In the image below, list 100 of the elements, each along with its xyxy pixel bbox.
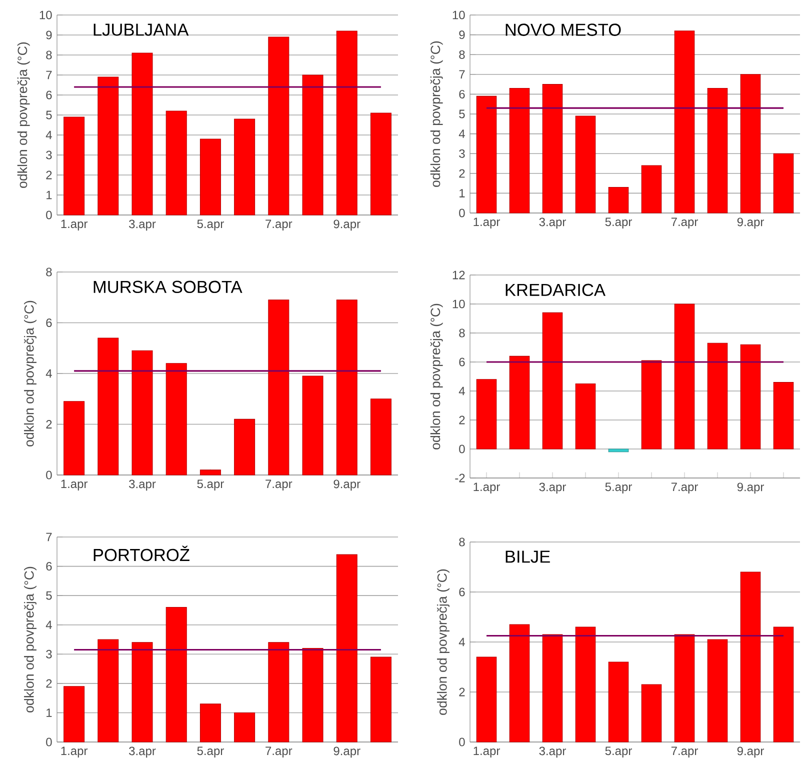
y-tick-label: 12: [452, 270, 465, 280]
x-tick-label: 9.apr: [737, 746, 764, 758]
chart-title: NOVO MESTO: [506, 24, 621, 36]
y-tick-label: 4: [46, 130, 52, 140]
y-tick-label: 4: [458, 386, 465, 396]
y-tick-label: 6: [46, 318, 52, 328]
bar: [476, 96, 497, 214]
chart-title: BILJE: [506, 550, 550, 563]
bar: [302, 648, 324, 742]
y-axis-title: odklon od povprečja (°C): [24, 300, 36, 446]
chart-title: LJUBLJANA: [94, 24, 189, 36]
bar: [64, 686, 85, 742]
y-tick-label: 6: [459, 90, 465, 98]
y-tick-label: 0: [46, 210, 52, 220]
bar: [98, 76, 119, 216]
y-tick-label: 2: [459, 688, 465, 696]
bar: [707, 639, 728, 742]
y-tick-label: 1: [460, 189, 465, 198]
bar: [336, 554, 358, 742]
y-axis-title: odklon od povprečja (°C): [17, 42, 30, 188]
y-tick-label: 8: [46, 50, 52, 60]
x-tick-label: 1.apr: [474, 482, 500, 494]
x-tick-label: 5.apr: [605, 746, 632, 758]
x-tick-label: 1.apr: [474, 218, 500, 228]
y-tick-label: 6: [459, 588, 465, 596]
y-tick-label: 1: [46, 708, 52, 717]
y-tick-label: 9: [46, 30, 52, 40]
bar: [707, 342, 728, 450]
bar: [740, 344, 761, 450]
y-tick-label: 9: [459, 30, 465, 40]
y-tick-label: 8: [46, 268, 52, 276]
y-tick-label: 4: [458, 130, 465, 138]
bar: [641, 165, 662, 214]
bar: [166, 110, 187, 216]
x-tick-label: 7.apr: [266, 220, 292, 230]
bar: [64, 116, 85, 216]
bar: [641, 360, 662, 450]
bar: [707, 88, 728, 214]
x-tick-label: 1.apr: [61, 480, 88, 490]
bar: [132, 642, 153, 742]
y-tick-label: 6: [459, 358, 465, 366]
bar: [132, 52, 153, 216]
bar: [509, 88, 530, 214]
y-tick-label: 4: [458, 638, 465, 646]
x-tick-label: 7.apr: [266, 746, 292, 758]
x-tick-label: 5.apr: [197, 746, 224, 758]
y-tick-label: 0: [459, 444, 465, 454]
bar: [234, 418, 256, 476]
y-tick-label: 0: [46, 470, 52, 480]
bar: [234, 118, 256, 216]
y-tick-label: 2: [46, 420, 52, 428]
x-tick-label: 1.apr: [61, 746, 88, 758]
bar: [542, 312, 563, 450]
x-tick-label: 5.apr: [197, 220, 224, 230]
y-tick-label: 2: [459, 416, 465, 424]
y-tick-label: 4: [46, 369, 52, 378]
x-tick-label: 9.apr: [737, 482, 764, 494]
bar: [302, 376, 324, 476]
x-tick-label: 3.apr: [539, 482, 566, 494]
bar: [200, 470, 221, 476]
bar: [773, 626, 794, 742]
y-tick-label: 5: [46, 110, 52, 120]
x-tick-label: 1.apr: [61, 220, 88, 230]
y-axis-title: odklon od povprečja (°C): [24, 566, 36, 712]
bar: [575, 116, 596, 214]
y-tick-label: 7: [46, 70, 52, 80]
x-tick-label: 7.apr: [266, 480, 292, 490]
y-tick-label: 3: [46, 650, 52, 658]
y-axis-title: odklon od povprečja (°C): [437, 569, 450, 715]
x-tick-label: 9.apr: [737, 218, 764, 229]
x-tick-label: 7.apr: [671, 482, 698, 494]
bar: [336, 30, 358, 216]
x-tick-label: 5.apr: [605, 218, 632, 228]
bar: [166, 607, 187, 742]
y-tick-label: 0: [459, 208, 465, 218]
y-tick-label: 4: [46, 620, 52, 629]
bar: [370, 112, 392, 216]
bar: [608, 186, 629, 214]
y-tick-label: 5: [459, 110, 465, 118]
x-tick-label: 5.apr: [605, 482, 632, 494]
bar: [370, 398, 392, 476]
bar: [234, 712, 256, 742]
bar: [336, 300, 358, 476]
x-tick-label: 1.apr: [474, 746, 500, 758]
y-tick-label: 5: [46, 591, 52, 600]
x-tick-label: 9.apr: [334, 746, 360, 758]
chart-title: PORTOROŽ: [94, 546, 190, 562]
bar: [674, 30, 695, 214]
x-tick-label: 3.apr: [539, 746, 566, 758]
y-tick-label: 6: [46, 562, 52, 571]
x-tick-label: 9.apr: [334, 480, 360, 491]
bar: [674, 634, 695, 742]
y-axis-title: odklon od povprečja (°C): [430, 304, 443, 450]
y-tick-label: 3: [459, 149, 465, 158]
y-tick-label: 2: [46, 679, 52, 688]
bar: [575, 626, 596, 742]
bar: [575, 383, 596, 450]
x-tick-label: 7.apr: [671, 218, 698, 228]
bar: [773, 382, 794, 450]
bar: [740, 572, 761, 742]
